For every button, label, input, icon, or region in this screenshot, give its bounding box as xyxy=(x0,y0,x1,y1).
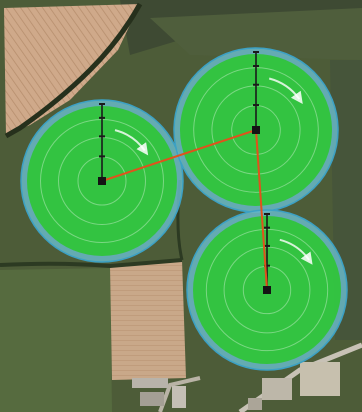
sweep-direction-arrow xyxy=(279,238,313,265)
pipeline-link xyxy=(255,129,268,291)
pivot-center-point[interactable] xyxy=(263,286,271,294)
plowed-field xyxy=(4,4,140,135)
farm-buildings xyxy=(132,362,340,410)
farmland-north xyxy=(150,8,362,60)
hedgerow xyxy=(4,2,143,139)
sweep-direction-arrow xyxy=(114,129,149,156)
pipeline-link xyxy=(101,129,257,182)
hedgerow-south xyxy=(0,258,183,269)
farmland-southwest xyxy=(0,268,112,412)
pivot-center-point[interactable] xyxy=(252,126,260,134)
centers-layer xyxy=(98,126,271,294)
stubble-field xyxy=(110,260,186,380)
pipeline-layer xyxy=(101,129,268,291)
sweep-direction-arrow xyxy=(268,77,303,104)
pivot-center-point[interactable] xyxy=(98,177,106,185)
